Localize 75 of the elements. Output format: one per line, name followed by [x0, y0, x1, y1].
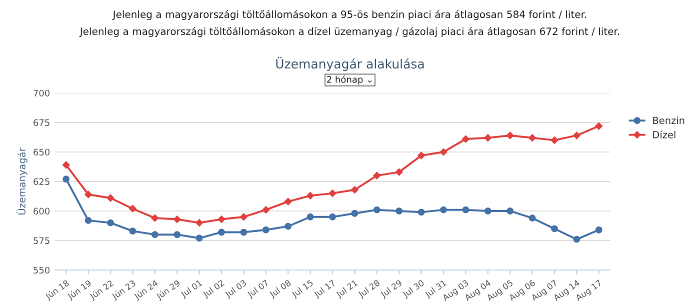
point [528, 214, 536, 222]
point [395, 168, 403, 176]
legend-label: Benzin [653, 116, 684, 124]
point [173, 216, 181, 223]
point [196, 234, 203, 242]
point [418, 152, 425, 160]
point [351, 186, 358, 194]
point [240, 213, 248, 221]
point [306, 192, 314, 200]
chart-title: Üzemanyagár alakulása [276, 57, 424, 71]
point [106, 194, 114, 202]
point [595, 122, 603, 130]
point [484, 208, 492, 214]
x-tick-label: Jul 17 [313, 279, 337, 300]
x-tick-label: Jul 28 [357, 279, 382, 300]
point [396, 208, 403, 214]
point [462, 206, 470, 214]
y-tick-label: 600 [34, 208, 50, 215]
x-tick-label: Jul 29 [380, 279, 404, 300]
point [174, 231, 181, 238]
point [129, 205, 136, 212]
point [506, 132, 514, 140]
text: Jelenleg a magyarországi töltőállomásokon a 95-ös benzin piaci ára átlagosan 584 forint / liter. [112, 10, 586, 20]
point [218, 216, 226, 223]
point [62, 161, 70, 169]
y-tick-label: 675 [34, 119, 50, 126]
point [462, 135, 470, 143]
x-tick-label: Jul 01 [180, 279, 204, 300]
point [306, 213, 314, 220]
point [240, 228, 248, 236]
point [262, 226, 270, 234]
point [595, 226, 602, 234]
point [550, 136, 558, 144]
point [418, 208, 425, 216]
point [373, 172, 381, 180]
point [351, 210, 358, 217]
point [196, 219, 203, 226]
point [484, 134, 492, 142]
point [84, 190, 92, 198]
point [151, 231, 158, 238]
point [551, 225, 558, 232]
text: Jelenleg a magyarországi töltőállomásokon a dízel üzemanyag / gázolaj piaci ára átlagosan 672 forint / liter. [79, 26, 620, 38]
y-tick-label: 700 [34, 90, 50, 97]
y-tick-label: 575 [34, 237, 50, 244]
point [373, 206, 380, 214]
point [328, 190, 336, 197]
point [528, 134, 536, 142]
legend-label: Dízel [653, 130, 676, 138]
point [218, 228, 225, 236]
point [573, 132, 580, 140]
point [573, 236, 580, 243]
point [151, 214, 159, 222]
point [62, 176, 70, 183]
y-axis-title: Üzemanyagár [16, 148, 28, 214]
point [440, 148, 448, 156]
x-tick-label: Jul 03 [224, 279, 248, 300]
point [284, 198, 292, 206]
x-tick-label: Jul 02 [202, 280, 226, 300]
x-tick-label: Jul 08 [268, 279, 292, 300]
point [262, 206, 270, 214]
y-tick-label: 625 [34, 178, 50, 186]
point [329, 213, 336, 220]
y-tick-label: 650 [34, 148, 50, 156]
point [107, 219, 114, 226]
x-tick-label: Jul 07 [246, 279, 270, 300]
text: 2 hónap ⌄ [327, 75, 372, 85]
point [506, 208, 514, 214]
y-tick-label: 550 [34, 266, 50, 274]
point [284, 222, 292, 230]
point [84, 216, 92, 224]
point [129, 228, 136, 235]
x-tick-label: Jul 21 [335, 279, 359, 300]
x-tick-label: Jul 30 [402, 279, 426, 300]
point [440, 206, 447, 214]
x-tick-label: Jul 15 [290, 279, 314, 300]
